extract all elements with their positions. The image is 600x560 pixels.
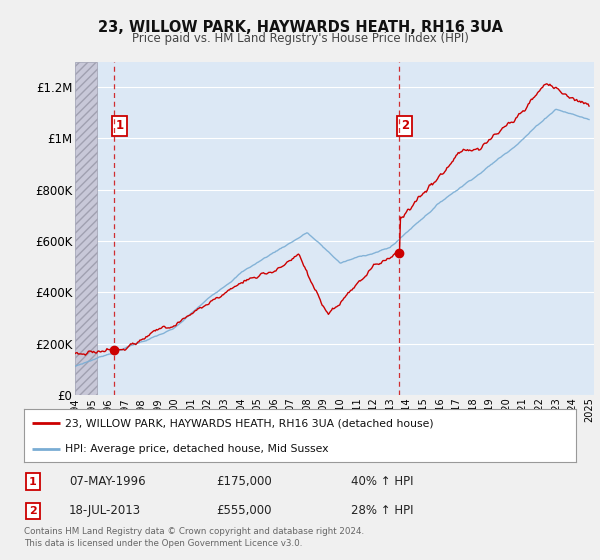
Bar (75, 62, 97, 395)
Text: 23, WILLOW PARK, HAYWARDS HEATH, RH16 3UA (detached house): 23, WILLOW PARK, HAYWARDS HEATH, RH16 3U… (65, 418, 434, 428)
Text: 28% ↑ HPI: 28% ↑ HPI (351, 504, 413, 517)
Text: Contains HM Land Registry data © Crown copyright and database right 2024.
This d: Contains HM Land Registry data © Crown c… (24, 527, 364, 548)
Text: 2: 2 (401, 119, 409, 132)
Text: 2: 2 (29, 506, 37, 516)
Text: £555,000: £555,000 (216, 504, 271, 517)
Text: HPI: Average price, detached house, Mid Sussex: HPI: Average price, detached house, Mid … (65, 444, 329, 454)
Text: £175,000: £175,000 (216, 475, 272, 488)
Text: 1: 1 (116, 119, 124, 132)
Text: 1: 1 (29, 477, 37, 487)
Text: Price paid vs. HM Land Registry's House Price Index (HPI): Price paid vs. HM Land Registry's House … (131, 32, 469, 45)
Text: 07-MAY-1996: 07-MAY-1996 (69, 475, 146, 488)
Text: 40% ↑ HPI: 40% ↑ HPI (351, 475, 413, 488)
Text: 23, WILLOW PARK, HAYWARDS HEATH, RH16 3UA: 23, WILLOW PARK, HAYWARDS HEATH, RH16 3U… (97, 20, 503, 35)
Text: 18-JUL-2013: 18-JUL-2013 (69, 504, 141, 517)
